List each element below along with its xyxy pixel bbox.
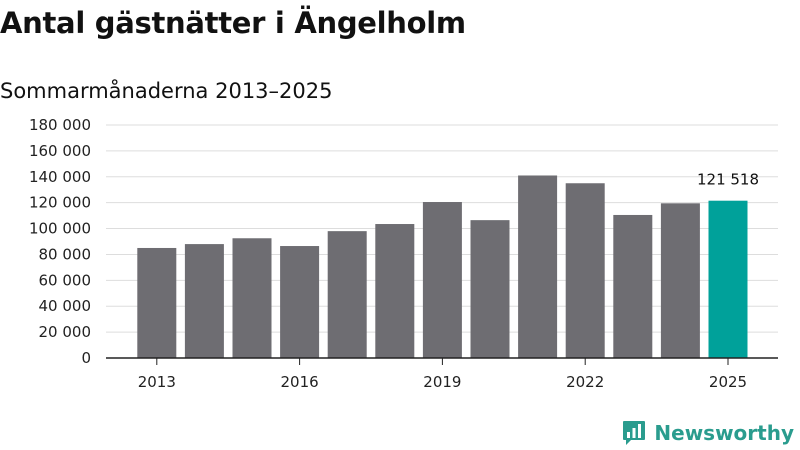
y-tick-label: 40 000 — [39, 297, 92, 315]
bar-2014 — [184, 244, 224, 358]
y-tick-label: 120 000 — [29, 194, 91, 212]
y-tick-label: 100 000 — [29, 220, 91, 238]
bar-2020 — [470, 220, 510, 358]
data-label: 121 518 — [697, 171, 759, 189]
y-tick-label: 0 — [81, 349, 91, 367]
bar-2015 — [232, 238, 272, 358]
x-axis-tick-labels: 2013 2016 2019 2022 2025 — [138, 358, 747, 391]
bar-2021 — [518, 175, 558, 358]
brand-name: Newsworthy — [654, 421, 794, 445]
bars — [137, 175, 748, 358]
bar-2013 — [137, 247, 177, 358]
y-tick-label: 140 000 — [29, 168, 91, 186]
x-tick-label: 2025 — [709, 373, 747, 391]
y-tick-label: 60 000 — [39, 271, 92, 289]
y-tick-label: 80 000 — [39, 245, 92, 263]
y-tick-label: 20 000 — [39, 323, 92, 341]
y-tick-label: 160 000 — [29, 142, 91, 160]
bar-2017 — [327, 231, 367, 358]
bar-2022 — [565, 183, 605, 358]
brand-logo: Newsworthy — [622, 420, 794, 446]
chart-title: Antal gästnätter i Ängelholm — [0, 6, 466, 40]
bar-2023 — [613, 214, 653, 358]
x-tick-label: 2013 — [138, 373, 176, 391]
y-tick-label: 180 000 — [29, 116, 91, 134]
bar-2024 — [660, 203, 700, 358]
chart-subtitle: Sommarmånaderna 2013–2025 — [0, 79, 333, 103]
x-tick-label: 2016 — [281, 373, 319, 391]
y-axis-tick-labels: 0 20 000 40 000 60 000 80 000 100 000 120 000 1… — [29, 116, 91, 367]
bar-2016 — [280, 246, 320, 358]
bar-2018 — [375, 224, 415, 358]
bar-chart-logo-icon — [623, 421, 646, 445]
bar-2019 — [422, 202, 462, 358]
data-labels: 121 518 — [697, 171, 759, 189]
x-tick-label: 2022 — [566, 373, 604, 391]
bar-2025 — [708, 200, 748, 358]
x-tick-label: 2019 — [423, 373, 461, 391]
